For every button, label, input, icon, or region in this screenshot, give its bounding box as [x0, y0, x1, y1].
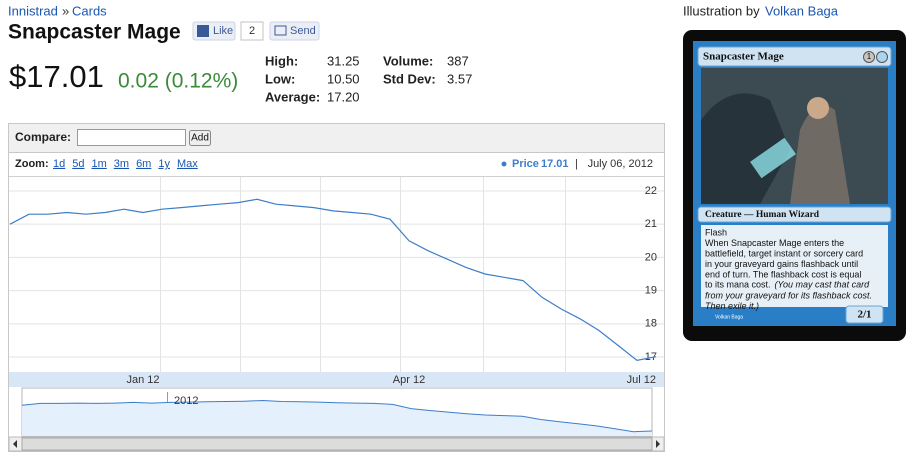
scroll-right-arrow[interactable]: [656, 440, 660, 448]
zoom-option[interactable]: 6m: [136, 158, 151, 170]
y-tick-label: 18: [645, 318, 657, 330]
mana-cost: 1: [867, 52, 872, 61]
legend-name: Price: [512, 158, 539, 170]
illustration-label: Illustration by: [683, 3, 760, 18]
rules-line: When Snapcaster Mage enters the: [705, 238, 844, 248]
compare-input[interactable]: [77, 129, 186, 146]
y-tick-label: 19: [645, 285, 657, 297]
x-tick-label: Jan 12: [126, 374, 159, 386]
reminder-part: (You may cast that card: [775, 280, 871, 290]
zoom-option[interactable]: 1y: [158, 158, 170, 170]
breadcrumb-link[interactable]: Innistrad: [8, 3, 58, 18]
price-line: [9, 198, 657, 362]
rules-line: end of turn. The flashback cost is equal: [705, 269, 861, 279]
zoom-option[interactable]: 5d: [72, 158, 84, 170]
rules-part: to its mana cost.: [705, 280, 771, 290]
button-label: Send: [290, 25, 316, 37]
like-count: 2: [249, 25, 255, 37]
card: Snapcaster Mage 1 Creature — Human Wizar…: [683, 30, 906, 341]
y-tick-label: 21: [645, 218, 657, 230]
mana-symbol: [863, 51, 875, 63]
navigator-area: [22, 400, 652, 436]
name-bar: [697, 46, 892, 67]
y-tick-label: 17: [645, 351, 657, 363]
stat-label: Average:: [265, 89, 320, 104]
card-type: Creature — Human Wizard: [705, 210, 820, 220]
artist-link[interactable]: Volkan Baga: [765, 3, 839, 18]
stat-label: Low:: [265, 71, 295, 86]
legend-date: July 06, 2012: [588, 158, 653, 170]
send-button[interactable]: Send: [269, 21, 320, 41]
stat-label: Std Dev:: [383, 71, 436, 86]
button-label: Add: [191, 133, 209, 144]
x-tick-label: Jul 12: [627, 374, 656, 386]
button-label: Like: [213, 25, 233, 37]
current-price: $17.01: [9, 59, 104, 94]
rules-line: to its mana cost. (You may cast that card: [705, 280, 870, 290]
navigator-line: [21, 399, 653, 433]
stat-label: High:: [265, 53, 298, 68]
zoom-option[interactable]: Max: [177, 158, 198, 170]
art-shape: [701, 93, 790, 204]
legend-separator: |: [575, 158, 578, 170]
art-shape: [807, 97, 829, 119]
stat-value: 17.20: [327, 89, 360, 104]
stat-value: 31.25: [327, 53, 360, 68]
reminder-line: from your graveyard for its flashback co…: [705, 290, 872, 300]
y-tick-label: 22: [645, 185, 657, 197]
stat-value: 10.50: [327, 71, 360, 86]
mana-symbol: [876, 51, 888, 63]
art-shape: [750, 137, 796, 179]
pt-box: [845, 305, 884, 324]
stats: High: 31.25 Low: 10.50 Average: 17.20 Vo…: [265, 53, 472, 104]
like-button[interactable]: Like: [192, 21, 236, 41]
compare-label: Compare:: [15, 130, 71, 144]
artist-credit: Volkan Baga: [715, 314, 743, 320]
legend-value: 17.01: [541, 158, 569, 170]
x-tick-label: Apr 12: [393, 374, 425, 386]
card-name: Snapcaster Mage: [703, 51, 784, 63]
legend-dot: [501, 161, 507, 167]
zoom-label: Zoom:: [15, 158, 49, 170]
count-box: [240, 21, 264, 41]
stat-value: 3.57: [447, 71, 472, 86]
rules-line: battlefield, target instant or sorcery c…: [705, 248, 863, 258]
price-change: 0.02 (0.12%): [118, 70, 238, 93]
zoom-option[interactable]: 1d: [53, 158, 65, 170]
navigator-label: 2012: [174, 395, 198, 407]
art-shape: [790, 105, 850, 204]
icon: [197, 25, 209, 37]
rules-line: in your graveyard gains flashback until: [705, 259, 858, 269]
y-tick-label: 20: [645, 251, 657, 263]
add-button[interactable]: Add: [189, 130, 211, 146]
text-box: [701, 225, 888, 307]
scroll-left-arrow[interactable]: [13, 440, 17, 448]
zoom-option[interactable]: 1m: [92, 158, 107, 170]
x-axis-band: [9, 372, 664, 387]
stat-value: 387: [447, 53, 469, 68]
button-bg: [189, 130, 211, 146]
rules-line: Flash: [705, 227, 727, 237]
breadcrumb-separator: »: [62, 3, 69, 18]
scrollbar-thumb[interactable]: [21, 437, 653, 451]
breadcrumb-link[interactable]: Cards: [72, 3, 107, 18]
zoom-option[interactable]: 3m: [114, 158, 129, 170]
icon: [274, 25, 287, 36]
reminder-line: Then exile it.): [705, 301, 759, 311]
stat-label: Volume:: [383, 53, 433, 68]
type-bar: [697, 206, 892, 223]
power-toughness: 2/1: [857, 309, 871, 321]
page-title: Snapcaster Mage: [8, 21, 181, 44]
